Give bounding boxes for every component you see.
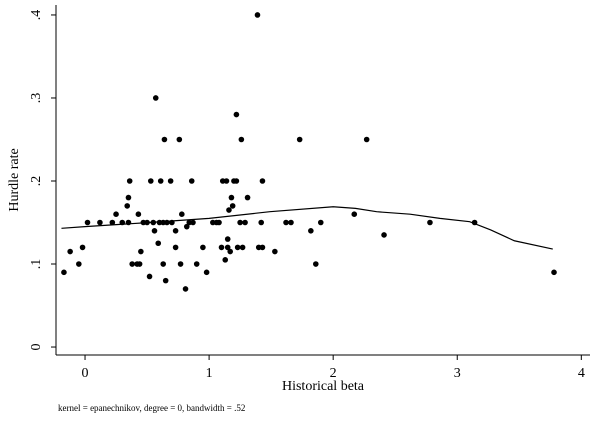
point [237, 219, 243, 226]
point [317, 219, 324, 226]
point [160, 261, 166, 267]
point [193, 261, 200, 267]
point [363, 136, 370, 143]
point [155, 240, 162, 247]
point [190, 219, 196, 226]
point [188, 178, 195, 184]
point [164, 219, 170, 226]
point [179, 211, 185, 218]
x-tick-label: 3 [454, 366, 461, 381]
point [234, 244, 241, 251]
point [229, 203, 236, 209]
point [84, 219, 91, 226]
point [176, 136, 183, 143]
point [129, 261, 135, 267]
point [135, 211, 142, 218]
point [288, 219, 294, 226]
point [296, 136, 303, 143]
y-tick-label: 0 [29, 344, 44, 351]
point [427, 219, 433, 226]
point [109, 219, 116, 226]
y-tick-label: .1 [29, 259, 44, 270]
point [97, 219, 103, 226]
point [226, 207, 232, 213]
point [233, 178, 240, 184]
point [224, 236, 231, 242]
point [177, 261, 184, 267]
point [126, 178, 133, 184]
point [233, 111, 240, 118]
point [222, 257, 229, 263]
point [167, 178, 174, 184]
point [200, 244, 206, 251]
point [203, 269, 210, 276]
point [551, 269, 557, 276]
point [227, 248, 233, 255]
y-tick-label: .2 [29, 176, 44, 187]
point [242, 219, 248, 226]
point [113, 211, 119, 218]
x-tick-label: 1 [206, 366, 213, 381]
point [183, 223, 190, 230]
point [162, 277, 169, 284]
point [224, 244, 231, 251]
point [125, 194, 132, 201]
point [283, 219, 289, 226]
point [254, 12, 261, 18]
point [161, 136, 168, 143]
point [146, 273, 153, 280]
point [216, 219, 222, 226]
point [182, 286, 189, 292]
point [124, 203, 131, 209]
point [259, 244, 266, 251]
point [239, 244, 246, 251]
y-axis-title: Hurdle rate [7, 148, 22, 211]
point [152, 95, 159, 101]
smooth-line [61, 206, 553, 250]
point [79, 244, 86, 251]
note: kernel = epanechnikov, degree = 0, bandw… [58, 403, 245, 413]
point [351, 211, 358, 218]
point [223, 178, 230, 184]
x-tick-label: 4 [578, 366, 585, 381]
point [258, 219, 265, 226]
point [313, 261, 319, 267]
point [238, 136, 245, 143]
point [228, 194, 235, 201]
point [157, 178, 164, 184]
point [272, 248, 278, 255]
point [218, 244, 225, 251]
point [138, 248, 144, 255]
point [308, 228, 314, 234]
point [151, 228, 158, 234]
x-axis-title: Historical beta [282, 379, 365, 394]
point [259, 178, 266, 184]
point [172, 244, 179, 251]
point [67, 248, 73, 255]
x-tick-label: 2 [330, 366, 337, 381]
point [76, 261, 82, 267]
point [136, 261, 143, 267]
point [172, 228, 179, 234]
x-tick-label: 0 [82, 366, 89, 381]
y-tick-label: .4 [29, 10, 44, 21]
point [61, 269, 67, 276]
point [381, 232, 387, 238]
y-tick-label: .3 [29, 93, 44, 104]
point [147, 178, 154, 184]
point [244, 194, 251, 201]
